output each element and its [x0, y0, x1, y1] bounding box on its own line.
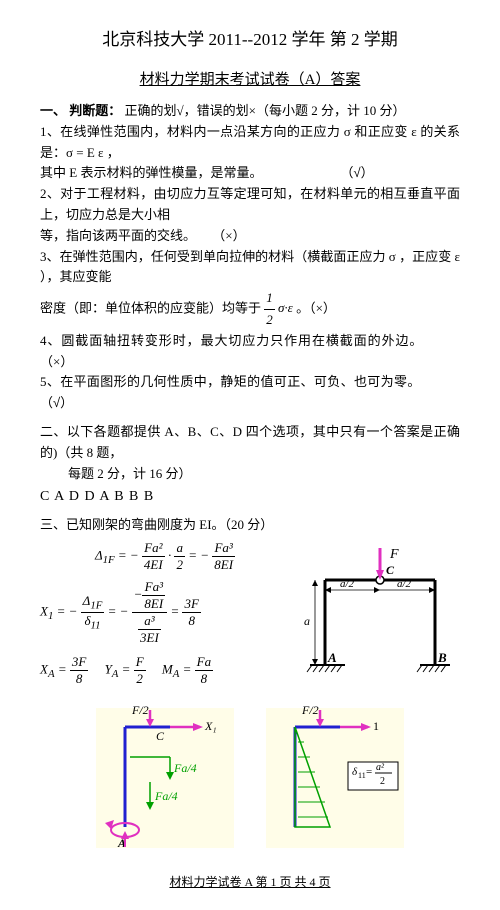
fig1-a2l: a/2 — [340, 578, 355, 590]
q4: 4、圆截面轴扭转变形时，最大切应力只作用在横截面的外边。 — [40, 333, 423, 348]
fig1-C: C — [386, 563, 395, 577]
fig1-a2r: a/2 — [397, 578, 412, 590]
q5ans: （√） — [40, 395, 73, 410]
subtitle: 材料力学期末考试试卷（A）答案 — [40, 68, 460, 89]
svg-text:Fa/4: Fa/4 — [154, 789, 178, 803]
q5: 5、在平面图形的几何性质中，静矩的值可正、可负、也可为零。 — [40, 374, 421, 389]
s2-head: 二、以下各题都提供 A、B、C、D 四个选项，其中只有一个答案是正确的)（共 8… — [40, 422, 460, 464]
q3b-row: 密度（即：单位体积的应变能）均等于 12 σ·ε 。（×） — [40, 288, 460, 331]
fig2-C: C — [156, 729, 165, 743]
s2-ans: C A D D A B B B — [40, 486, 460, 508]
fig2-Fh: F/2 — [131, 703, 149, 717]
formula-block: Δ1F = − Fa²4EI · a2 = − Fa³8EI X1 = − Δ1… — [40, 540, 290, 687]
page-title: 北京科技大学 2011--2012 学年 第 2 学期 — [40, 25, 460, 50]
s1-label: 判断题： — [69, 103, 121, 118]
q3b: 密度（即：单位体积的应变能）均等于 — [40, 300, 261, 315]
figure-frame: F a/2 a/2 a A B C — [290, 540, 460, 694]
figure-primary: F/2 X₁ C Fa/4 Fa/4 A — [90, 702, 240, 861]
s2-head2: 每题 2 分，计 16 分） — [40, 464, 460, 485]
footer-a: 材料力学试卷 A — [169, 875, 252, 889]
q2b-row: 等，指向该两平面的交线。 （×） — [40, 226, 460, 247]
svg-text:11: 11 — [358, 771, 366, 780]
fig1-B: B — [437, 650, 447, 665]
s1-note: 正确的划√，错误的划×（每小题 2 分，计 10 分） — [125, 103, 406, 118]
s1-lead: 一、 — [40, 103, 66, 118]
q1a: 1、在线弹性范围内，材料内一点沿某方向的正应力 σ 和正应变 ε 的关系是：σ … — [40, 122, 460, 164]
page-footer: 材料力学试卷 A 第 1 页 共 4 页 — [40, 873, 460, 890]
q3a: 3、在弹性范围内，任何受到单向拉伸的材料（横截面正应力 σ ，正应变 ε ），其… — [40, 247, 460, 289]
q1b: 其中 E 表示材料的弹性模量，是常量。 — [40, 165, 262, 180]
fig3-Fh: F/2 — [301, 703, 319, 717]
svg-text:=: = — [366, 766, 372, 778]
q2ans: （×） — [212, 228, 245, 243]
q3suf: 。（×） — [296, 300, 336, 315]
svg-text:1: 1 — [373, 719, 379, 733]
figure-unit: F/2 1 δ 11 = a² 2 — [260, 702, 410, 861]
fig1-a: a — [304, 614, 310, 628]
q1b-row: 其中 E 表示材料的弹性模量，是常量。 （√） — [40, 163, 460, 184]
fig1-A: A — [327, 650, 337, 665]
q4-row: 4、圆截面轴扭转变形时，最大切应力只作用在横截面的外边。 （×） — [40, 331, 460, 373]
fig1-F: F — [389, 547, 399, 562]
footer-b: 第 1 页 共 4 页 — [253, 875, 331, 889]
q2a: 2、对于工程材料，由切应力互等定理可知，在材料单元的相互垂直平面上，切应力总是大… — [40, 184, 460, 226]
q4ans: （×） — [40, 354, 73, 369]
q1ans: （√） — [340, 165, 373, 180]
fig2-Fa4: Fa/4 — [173, 761, 197, 775]
svg-text:a²: a² — [376, 762, 385, 773]
s3-head: 三、已知刚架的弯曲刚度为 EI。（20 分） — [40, 515, 460, 536]
svg-text:2: 2 — [380, 776, 385, 787]
q5-row: 5、在平面图形的几何性质中，静矩的值可正、可负、也可为零。 （√） — [40, 372, 460, 414]
q2b: 等，指向该两平面的交线。 — [40, 228, 196, 243]
fig2-X1: X₁ — [204, 719, 217, 733]
section1-head: 一、 判断题： 正确的划√，错误的划×（每小题 2 分，计 10 分） — [40, 101, 460, 122]
